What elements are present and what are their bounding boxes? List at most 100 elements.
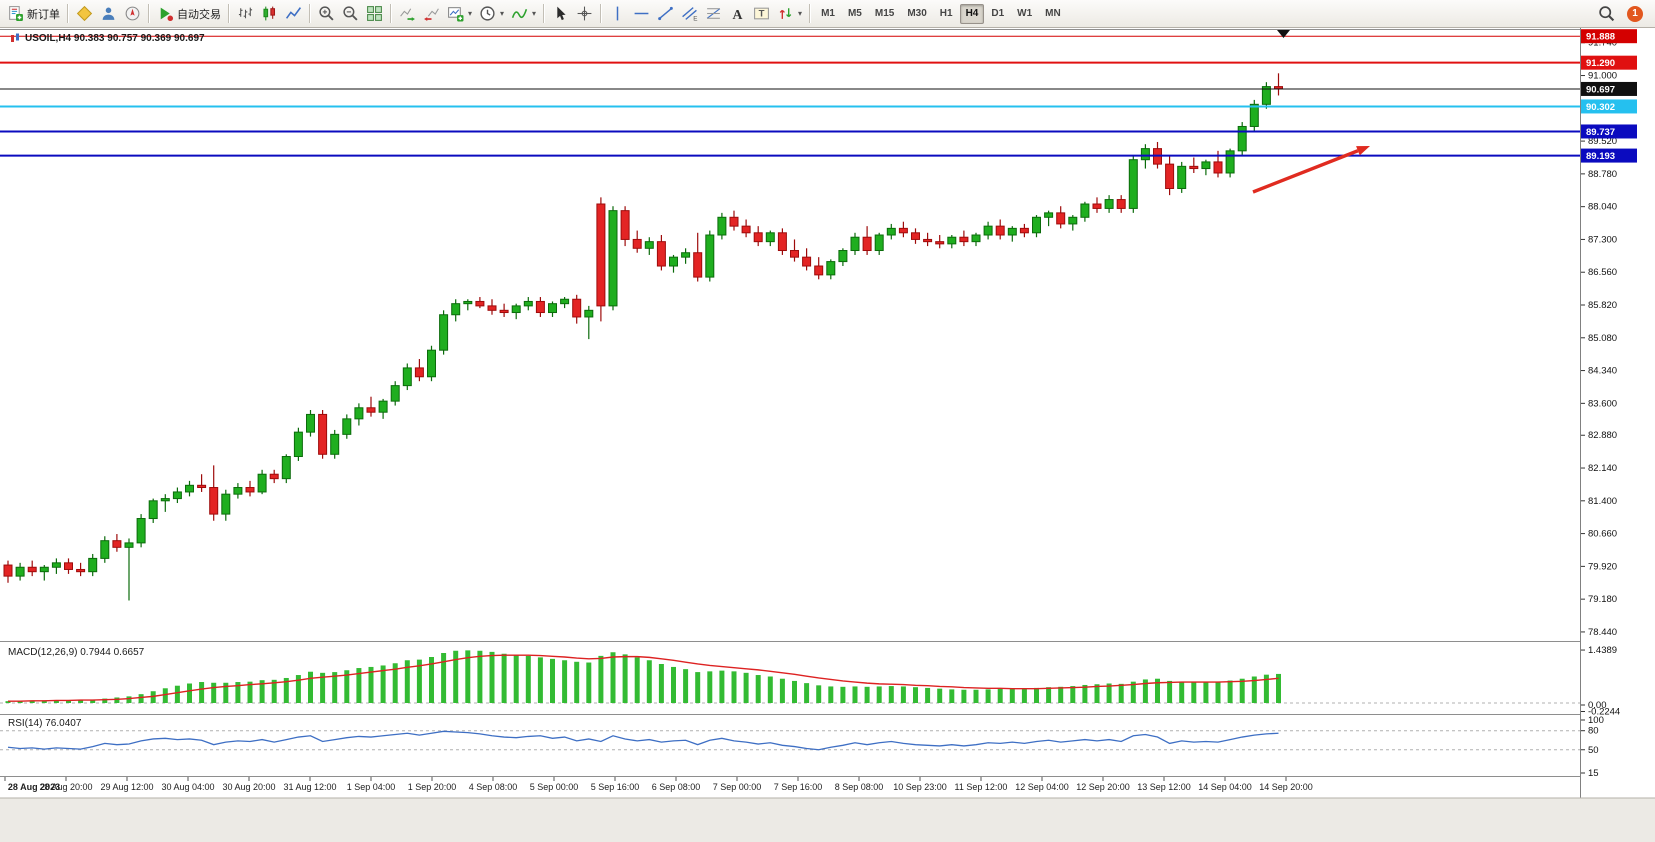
timeframe-D1[interactable]: D1 (991, 7, 1005, 19)
auto-scroll-button[interactable] (396, 3, 419, 25)
candle (402, 363, 412, 391)
bar-chart-button[interactable] (234, 3, 257, 25)
candle (366, 396, 376, 417)
candle (1007, 226, 1017, 242)
auto-trading-button[interactable]: 自动交易 (154, 3, 224, 25)
trendline-button[interactable] (654, 3, 677, 25)
new-order-button[interactable]: 新订单 (4, 3, 63, 25)
candle (935, 235, 945, 249)
indicators-button[interactable]: ▾ (508, 3, 539, 25)
text-button[interactable]: A (726, 3, 749, 25)
time-label: 1 Sep 04:00 (347, 782, 396, 792)
toolbar-separator (67, 4, 69, 23)
price-tick-label: 86.560 (1588, 267, 1617, 278)
notification-badge[interactable]: 1 (1627, 5, 1643, 22)
fibonacci-button[interactable] (702, 3, 725, 25)
candle (644, 237, 654, 255)
price-tick-label: 79.920 (1588, 561, 1617, 572)
time-label: 14 Sep 04:00 (1198, 782, 1252, 792)
candle (1116, 195, 1126, 213)
channel-button[interactable]: E (678, 3, 701, 25)
macd-scale-label: 1.4389 (1588, 645, 1617, 656)
arrows-button[interactable]: ▾ (774, 3, 805, 25)
candle (475, 297, 485, 309)
time-label: 7 Sep 00:00 (713, 782, 762, 792)
market-watch-icon (76, 5, 93, 22)
indicators-icon (511, 5, 528, 22)
candle (620, 206, 630, 247)
candle (1080, 201, 1090, 222)
chart-shift-button[interactable] (420, 3, 443, 25)
text-label-button[interactable]: T (750, 3, 773, 25)
candle (1165, 155, 1175, 196)
candle (427, 345, 436, 382)
candle (439, 310, 449, 355)
candle (1189, 157, 1199, 173)
timeframe-H4[interactable]: H4 (959, 3, 985, 24)
candle (245, 480, 255, 497)
rsi-line (7, 730, 1279, 751)
timeframe-H1[interactable]: H1 (939, 7, 953, 19)
search-button[interactable] (1595, 3, 1618, 25)
cursor-button[interactable] (549, 3, 572, 25)
new-chart-button[interactable]: ▾ (444, 3, 475, 25)
candle (511, 303, 521, 320)
price-badge-label: 90.697 (1586, 84, 1615, 95)
candle (572, 294, 582, 324)
candle (596, 197, 606, 322)
market-watch-button[interactable] (73, 3, 96, 25)
candle (995, 219, 1005, 240)
time-label: 5 Sep 00:00 (530, 782, 579, 792)
line-chart-button[interactable] (282, 3, 305, 25)
timeframe-MN[interactable]: MN (1045, 7, 1061, 19)
bar-chart-icon (237, 5, 254, 22)
tile-windows-button[interactable] (363, 3, 386, 25)
candle (306, 409, 315, 437)
time-label: 28 Aug 20:00 (39, 782, 92, 792)
timeframe-M1[interactable]: M1 (821, 7, 835, 19)
price-tick-label: 88.780 (1588, 169, 1617, 180)
candle (898, 221, 908, 238)
price-tick-label: 79.180 (1588, 594, 1617, 605)
cursor-icon (552, 5, 569, 22)
data-window-button[interactable] (97, 3, 120, 25)
candle (39, 565, 49, 581)
candle (390, 381, 400, 406)
candle (233, 483, 243, 499)
price-badge (1581, 148, 1637, 163)
timeframe-M15[interactable]: M15 (874, 7, 895, 19)
price-tick-label: 82.140 (1588, 463, 1617, 474)
candle (27, 560, 37, 577)
candle (76, 562, 86, 577)
time-label: 30 Aug 20:00 (222, 782, 275, 792)
navigator-button[interactable] (121, 3, 144, 25)
timeframe-W1[interactable]: W1 (1017, 7, 1033, 19)
chart-canvas[interactable]: 91.740 91.000 89.520 88.780 88.040 87.300 86.5… (0, 28, 1655, 842)
candle (959, 230, 969, 247)
price-tick-label: 87.300 (1588, 234, 1617, 245)
arrows-icon (777, 5, 794, 22)
crosshair-button[interactable] (573, 3, 596, 25)
time-label: 8 Sep 08:00 (835, 782, 884, 792)
zoom-in-button[interactable] (315, 3, 338, 25)
toolbar-separator (228, 4, 230, 23)
candle-chart-button[interactable] (258, 3, 281, 25)
zoom-out-button[interactable] (339, 3, 362, 25)
period-button[interactable]: ▾ (476, 3, 507, 25)
timeframe-M5[interactable]: M5 (847, 7, 862, 19)
price-badge-label: 91.888 (1586, 32, 1615, 43)
price-badge (1581, 99, 1637, 114)
price-tick-label: 91.740 (1588, 38, 1617, 49)
horizontal-line-button[interactable] (630, 3, 653, 25)
price-tick-label: 89.520 (1588, 136, 1617, 147)
candle (1249, 99, 1259, 131)
candle (487, 299, 497, 315)
candle (790, 239, 799, 262)
trend-arrow-annotation[interactable] (1252, 146, 1370, 194)
timeframe-M30[interactable]: M30 (907, 7, 927, 19)
candle (826, 259, 836, 280)
macd-signal-line (8, 654, 1279, 702)
vertical-line-button[interactable] (606, 3, 629, 25)
chart-area[interactable]: 91.740 91.000 89.520 88.780 88.040 87.300 86.5… (0, 28, 1655, 842)
toolbar: 新订单 自动交易 ▾ ▾ ▾ E A T ▾ M1 M5 M15 M30 H1 H4 D1 W1 MN 1 (0, 0, 1655, 28)
